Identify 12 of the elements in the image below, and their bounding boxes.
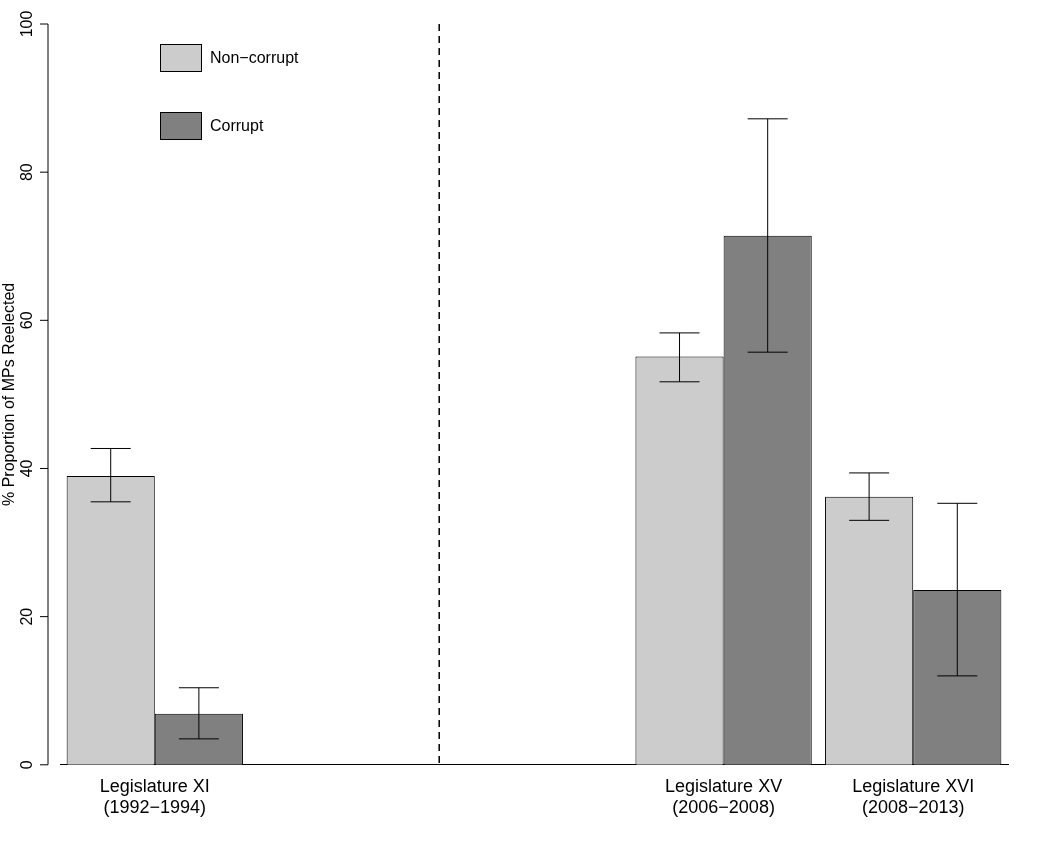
x-tick-label: Legislature XV (2006−2008) [665,775,783,818]
legend-label: Non−corrupt [210,49,299,67]
legend-label: Corrupt [210,117,264,135]
y-tick-label: 0 [18,760,36,770]
y-tick-label: 40 [18,459,36,478]
y-tick-label: 20 [18,607,36,626]
y-tick-label: 80 [18,163,36,182]
y-tick-label: 60 [18,311,36,330]
y-tick-label: 100 [18,10,36,38]
x-tick-label: Legislature XI (1992−1994) [99,775,210,818]
y-axis-title: % Proportion of MPs Reelected [0,282,18,507]
x-tick-label: Legislature XVI (2008−2013) [852,775,975,818]
